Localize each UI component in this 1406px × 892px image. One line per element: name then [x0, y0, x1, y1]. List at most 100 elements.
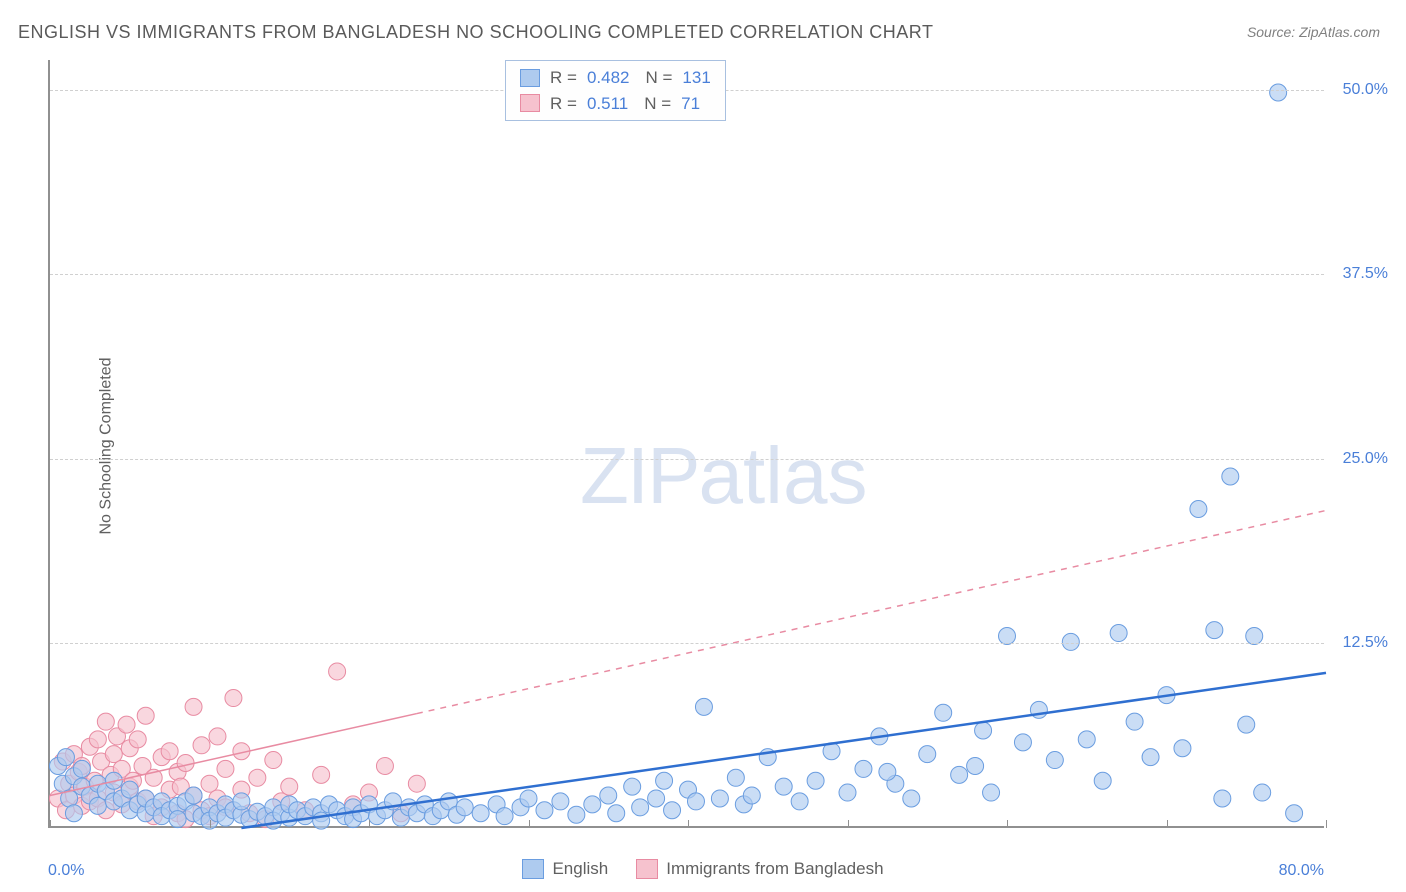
stats-box: R =0.482N =131R =0.511N =71: [505, 60, 726, 121]
data-point: [983, 784, 1000, 801]
data-point: [249, 769, 266, 786]
data-point: [727, 769, 744, 786]
x-tick: [369, 820, 370, 828]
legend-label: Immigrants from Bangladesh: [666, 859, 883, 879]
data-point: [1126, 713, 1143, 730]
data-point: [903, 790, 920, 807]
data-point: [1254, 784, 1271, 801]
x-tick-label: 80.0%: [1279, 862, 1324, 880]
stats-n-label: N =: [645, 65, 672, 91]
stats-n-value: 71: [681, 91, 700, 117]
stats-n-value: 131: [682, 65, 710, 91]
data-point: [1270, 84, 1287, 101]
data-point: [472, 805, 489, 822]
stats-swatch: [520, 69, 540, 87]
data-point: [568, 806, 585, 823]
stats-r-value: 0.482: [587, 65, 630, 91]
data-point: [520, 790, 537, 807]
data-point: [313, 766, 330, 783]
data-point: [193, 737, 210, 754]
data-point: [1142, 749, 1159, 766]
data-point: [552, 793, 569, 810]
data-point: [1222, 468, 1239, 485]
trend-line: [241, 673, 1326, 828]
data-point: [711, 790, 728, 807]
stats-row: R = 0.482 N = 131: [520, 65, 711, 91]
data-point: [1190, 500, 1207, 517]
data-point: [233, 793, 250, 810]
data-point: [967, 757, 984, 774]
data-point: [376, 757, 393, 774]
data-point: [536, 802, 553, 819]
data-point: [1246, 628, 1263, 645]
data-point: [456, 799, 473, 816]
source-attribution: Source: ZipAtlas.com: [1247, 24, 1380, 40]
plot-area: ZIPatlas: [48, 60, 1324, 828]
legend-item: Immigrants from Bangladesh: [636, 859, 883, 879]
chart-title: ENGLISH VS IMMIGRANTS FROM BANGLADESH NO…: [18, 22, 933, 43]
data-point: [1062, 633, 1079, 650]
data-point: [209, 728, 226, 745]
data-point: [1214, 790, 1231, 807]
data-point: [624, 778, 641, 795]
data-point: [1286, 805, 1303, 822]
data-point: [97, 713, 114, 730]
data-point: [632, 799, 649, 816]
data-point: [975, 722, 992, 739]
data-point: [57, 749, 74, 766]
gridline: [50, 643, 1324, 644]
x-tick: [210, 820, 211, 828]
data-point: [281, 778, 298, 795]
data-point: [217, 760, 234, 777]
data-point: [137, 707, 154, 724]
legend-swatch: [636, 859, 658, 879]
data-point: [118, 716, 135, 733]
legend-label: English: [552, 859, 608, 879]
y-tick-label: 37.5%: [1343, 265, 1388, 283]
data-point: [1110, 625, 1127, 642]
data-point: [1078, 731, 1095, 748]
scatter-svg: [50, 60, 1324, 826]
stats-swatch: [520, 94, 540, 112]
data-point: [65, 805, 82, 822]
y-tick-label: 25.0%: [1343, 450, 1388, 468]
data-point: [608, 805, 625, 822]
data-point: [105, 746, 122, 763]
gridline: [50, 459, 1324, 460]
data-point: [89, 797, 106, 814]
stats-n-label: N =: [644, 91, 671, 117]
data-point: [161, 743, 178, 760]
data-point: [185, 787, 202, 804]
data-point: [265, 752, 282, 769]
stats-r-label: R =: [550, 65, 577, 91]
x-tick: [1007, 820, 1008, 828]
data-point: [775, 778, 792, 795]
x-tick: [1326, 820, 1327, 828]
data-point: [743, 787, 760, 804]
legend-swatch: [522, 859, 544, 879]
x-tick: [848, 820, 849, 828]
data-point: [73, 760, 90, 777]
data-point: [807, 772, 824, 789]
y-tick-label: 12.5%: [1343, 634, 1388, 652]
data-point: [201, 775, 218, 792]
data-point: [408, 775, 425, 792]
data-point: [177, 755, 194, 772]
data-point: [185, 698, 202, 715]
data-point: [584, 796, 601, 813]
data-point: [121, 781, 138, 798]
data-point: [919, 746, 936, 763]
data-point: [648, 790, 665, 807]
data-point: [695, 698, 712, 715]
data-point: [600, 787, 617, 804]
stats-r-label: R =: [550, 91, 577, 117]
data-point: [169, 811, 186, 828]
data-point: [791, 793, 808, 810]
data-point: [329, 663, 346, 680]
y-tick-label: 50.0%: [1343, 81, 1388, 99]
data-point: [1174, 740, 1191, 757]
data-point: [839, 784, 856, 801]
data-point: [687, 793, 704, 810]
data-point: [1046, 752, 1063, 769]
data-point: [129, 731, 146, 748]
